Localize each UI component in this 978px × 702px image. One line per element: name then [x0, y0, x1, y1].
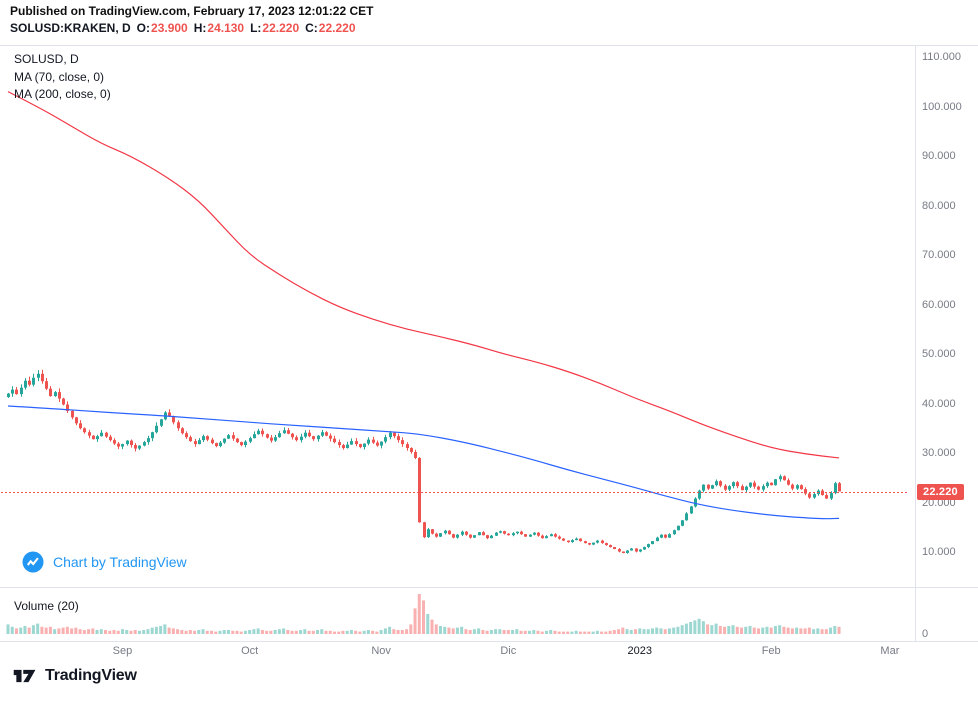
price-tick-label: 90.000: [922, 150, 956, 162]
tradingview-cloud-icon: [22, 551, 44, 573]
attribution-label: Chart by TradingView: [53, 554, 187, 570]
published-line: Published on TradingView.com, February 1…: [10, 4, 374, 18]
time-tick-label: 2023: [627, 645, 652, 657]
time-tick-label: Oct: [241, 645, 259, 657]
price-axis[interactable]: 110.000 100.000 90.000 80.000 70.000 60.000 50…: [916, 45, 978, 642]
symbol-title: SOLUSD:KRAKEN, D: [10, 21, 131, 35]
price-tick-label: 10.000: [922, 546, 956, 558]
price-tick-label: 60.000: [922, 298, 956, 311]
time-axis[interactable]: Sep Oct Nov Dic 2023 Feb Mar: [0, 643, 916, 661]
ohlc-open-label: O:: [136, 21, 151, 35]
chart-top-border: [0, 45, 978, 46]
chart-legend: SOLUSD, D MA (70, close, 0) MA (200, clo…: [14, 51, 111, 104]
legend-ma200: MA (200, close, 0): [14, 87, 111, 101]
pane-separator[interactable]: [0, 587, 978, 588]
time-tick-label: Dic: [500, 645, 517, 657]
price-tick-label: 110.000: [922, 51, 961, 63]
price-tick-label: 30.000: [922, 447, 956, 459]
time-axis-border: [0, 641, 978, 642]
last-price-tag: 22.220: [917, 483, 964, 500]
ohlc-close-label: C:: [305, 21, 318, 35]
price-tick-label: 20.000: [922, 496, 956, 509]
time-tick-label: Nov: [371, 645, 391, 657]
price-tick-label: 70.000: [922, 249, 956, 261]
price-chart-canvas[interactable]: [0, 45, 916, 642]
ohlc-low-value: 22.220: [262, 21, 300, 35]
volume-indicator-label: Volume (20): [14, 599, 79, 613]
price-tick-label: 80.000: [922, 199, 956, 212]
ohlc-close-value: 22.220: [318, 21, 356, 35]
footer: TradingView: [12, 666, 137, 686]
chart-header: Published on TradingView.com, February 1…: [10, 4, 373, 36]
time-tick-label: Mar: [880, 645, 900, 657]
ohlc-high-label: H:: [193, 21, 207, 35]
ohlc-low-label: L:: [250, 21, 262, 35]
time-tick-label: Feb: [761, 645, 781, 657]
legend-ma70: MA (70, close, 0): [14, 69, 105, 84]
time-tick-label: Sep: [112, 645, 133, 657]
ohlc-open-value: 23.900: [151, 21, 188, 35]
footer-brand-text[interactable]: TradingView: [45, 667, 137, 684]
price-tick-label: 100.000: [922, 100, 962, 113]
legend-symbol: SOLUSD, D: [14, 52, 79, 66]
price-axis-border: [915, 45, 916, 642]
tradingview-attribution-link[interactable]: Chart by TradingView: [22, 551, 187, 573]
symbol-ohlc-line: SOLUSD:KRAKEN, D O:23.900 H:24.130 L:22.220…: [10, 20, 373, 36]
tradingview-logo-icon[interactable]: [12, 666, 38, 686]
price-tick-label: 50.000: [922, 348, 956, 360]
price-tick-label: 40.000: [922, 397, 956, 410]
volume-zero-label: 0: [922, 628, 929, 640]
ohlc-high-value: 24.130: [207, 21, 245, 35]
